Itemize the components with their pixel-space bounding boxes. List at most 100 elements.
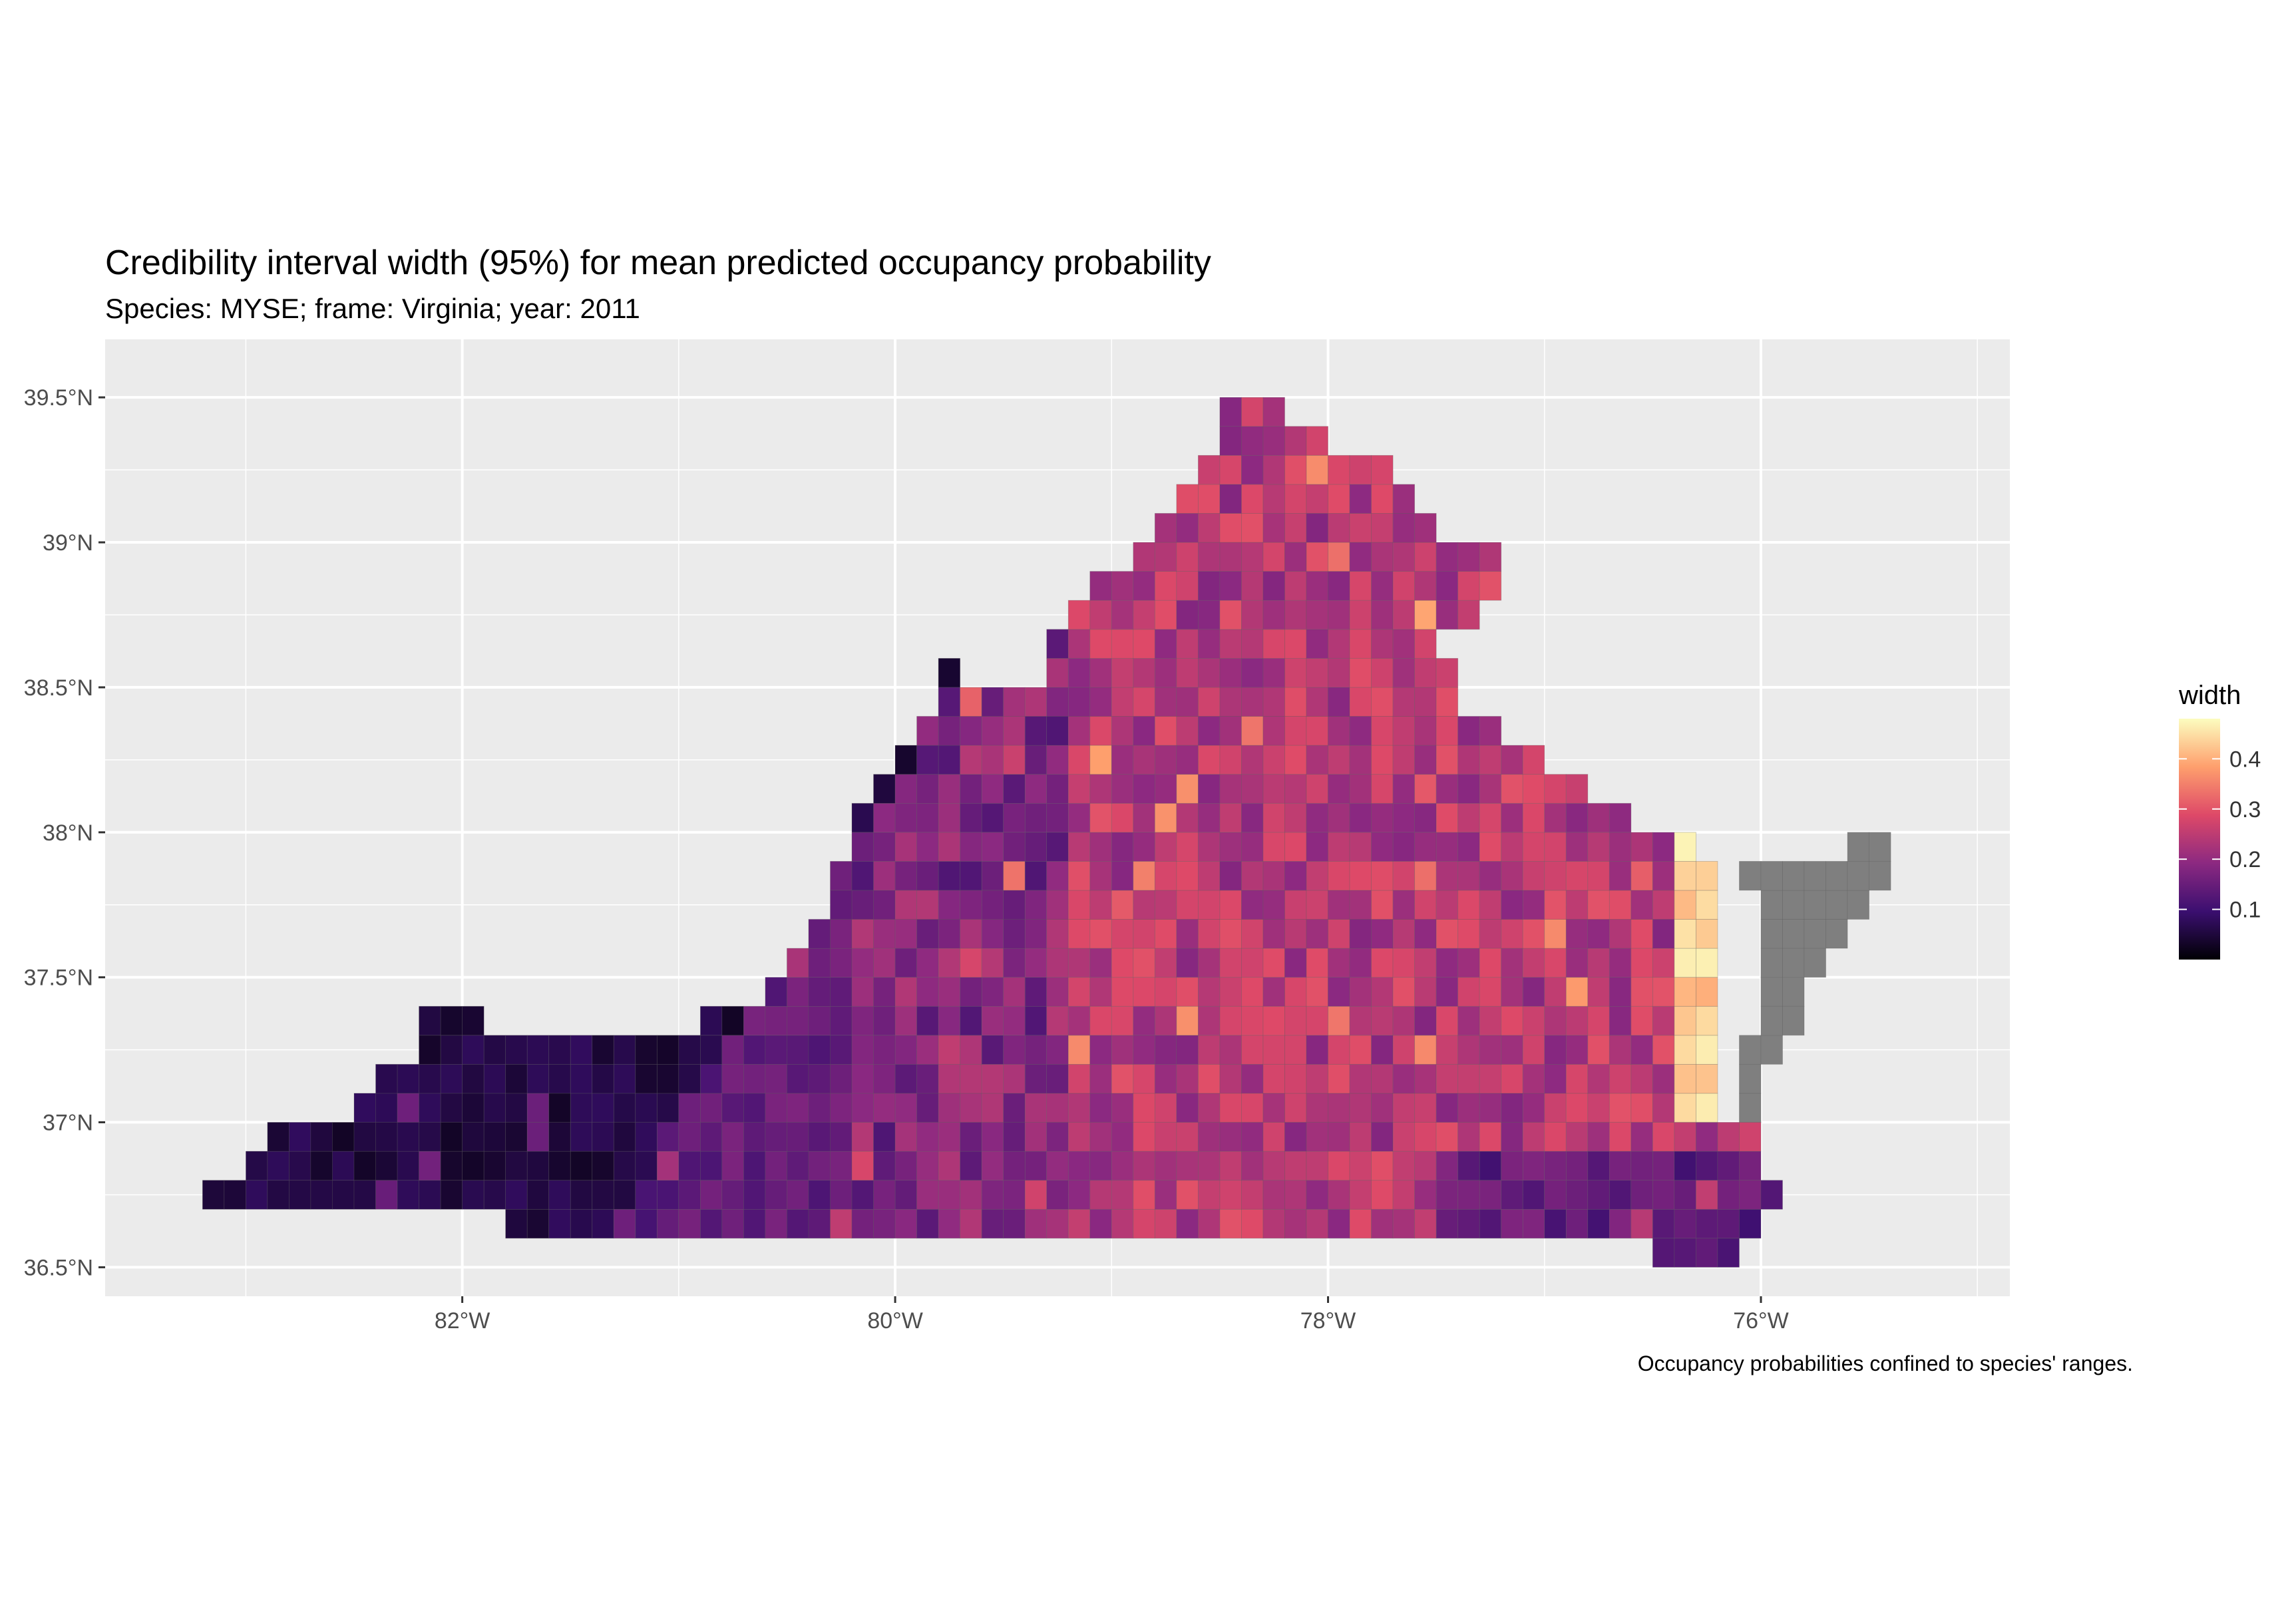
occupancy-cell	[1328, 977, 1350, 1007]
occupancy-cell	[1067, 657, 1091, 688]
occupancy-cell	[1414, 542, 1437, 572]
occupancy-cell	[1067, 1005, 1091, 1036]
occupancy-cell	[1262, 454, 1285, 485]
occupancy-cell	[1630, 860, 1653, 891]
occupancy-cell	[1522, 1208, 1545, 1239]
occupancy-cell	[1479, 919, 1502, 949]
occupancy-cell	[1479, 1122, 1502, 1152]
occupancy-cell	[721, 1035, 744, 1065]
occupancy-cell	[1024, 1122, 1048, 1152]
occupancy-cell	[1133, 542, 1155, 572]
occupancy-cell	[1262, 803, 1285, 833]
occupancy-cell	[1587, 1180, 1610, 1210]
occupancy-cell	[938, 803, 961, 833]
occupancy-cell	[1587, 1005, 1610, 1036]
occupancy-cell	[1392, 1005, 1416, 1036]
occupancy-cell	[1197, 745, 1221, 775]
occupancy-cell	[1111, 803, 1134, 833]
occupancy-cell	[1024, 1208, 1048, 1239]
occupancy-cell	[1414, 919, 1437, 949]
occupancy-cell	[267, 1180, 289, 1210]
occupancy-cell	[1435, 1005, 1459, 1036]
occupancy-cell	[1024, 716, 1048, 746]
occupancy-cell	[960, 1208, 982, 1239]
occupancy-cell	[1306, 774, 1328, 804]
occupancy-cell	[1241, 629, 1264, 659]
occupancy-cell	[1262, 1208, 1285, 1239]
occupancy-cell	[613, 1180, 636, 1210]
occupancy-cell	[1197, 454, 1221, 485]
occupancy-cell	[1371, 513, 1394, 543]
occupancy-cell	[1306, 890, 1328, 920]
occupancy-cell	[656, 1151, 679, 1181]
occupancy-cell	[699, 1005, 723, 1036]
occupancy-cell	[526, 1035, 550, 1065]
occupancy-cell	[808, 1122, 831, 1152]
occupancy-cell	[1717, 1208, 1740, 1239]
occupancy-cell	[310, 1151, 333, 1181]
occupancy-cell	[1197, 1093, 1221, 1123]
occupancy-cell	[419, 1063, 441, 1094]
occupancy-cell	[787, 1122, 809, 1152]
x-tick-label: 78°W	[1300, 1308, 1356, 1334]
occupancy-cell	[1457, 948, 1480, 978]
occupancy-cell	[1349, 860, 1372, 891]
occupancy-cell	[1154, 745, 1177, 775]
occupancy-cell	[1003, 716, 1026, 746]
occupancy-cell	[1241, 1151, 1264, 1181]
occupancy-cell	[1674, 1238, 1696, 1268]
occupancy-cell	[1306, 716, 1328, 746]
occupancy-cell	[1565, 803, 1589, 833]
occupancy-cell	[1241, 890, 1264, 920]
occupancy-cell	[1435, 919, 1459, 949]
na-cell	[1782, 977, 1805, 1007]
occupancy-cell	[808, 919, 831, 949]
na-cell	[1739, 1035, 1762, 1065]
occupancy-cell	[1067, 1151, 1091, 1181]
occupancy-cell	[1414, 1180, 1437, 1210]
occupancy-cell	[960, 1180, 982, 1210]
occupancy-cell	[592, 1035, 614, 1065]
occupancy-cell	[1392, 1208, 1416, 1239]
occupancy-cell	[1154, 1063, 1177, 1094]
occupancy-cell	[505, 1063, 528, 1094]
occupancy-cell	[1479, 890, 1502, 920]
occupancy-cell	[1501, 803, 1523, 833]
occupancy-cell	[1262, 484, 1285, 514]
occupancy-cell	[1630, 1035, 1653, 1065]
occupancy-cell	[1154, 977, 1177, 1007]
occupancy-cell	[938, 1151, 961, 1181]
occupancy-cell	[981, 1122, 1004, 1152]
occupancy-cell	[1457, 716, 1480, 746]
occupancy-cell	[1262, 1093, 1285, 1123]
occupancy-cell	[526, 1151, 550, 1181]
occupancy-cell	[960, 919, 982, 949]
occupancy-cell	[1609, 1151, 1632, 1181]
occupancy-cell	[570, 1151, 593, 1181]
occupancy-cell	[743, 1063, 766, 1094]
occupancy-cell	[1262, 1063, 1285, 1094]
occupancy-cell	[1197, 571, 1221, 601]
occupancy-cell	[1392, 687, 1416, 717]
occupancy-cell	[1630, 1093, 1653, 1123]
occupancy-cell	[570, 1093, 593, 1123]
occupancy-cell	[505, 1093, 528, 1123]
occupancy-cell	[1392, 803, 1416, 833]
occupancy-cell	[1197, 890, 1221, 920]
occupancy-cell	[1652, 1035, 1675, 1065]
occupancy-cell	[1003, 1208, 1026, 1239]
occupancy-cell	[938, 716, 961, 746]
legend: width 0.1 0.2 0.3 0.4	[2178, 681, 2261, 960]
occupancy-cell	[1111, 860, 1134, 891]
occupancy-cell	[1133, 1122, 1155, 1152]
occupancy-cell	[1046, 977, 1069, 1007]
occupancy-cell	[440, 1151, 463, 1181]
na-cell	[1739, 860, 1762, 891]
occupancy-cell	[1630, 890, 1653, 920]
occupancy-cell	[721, 1005, 744, 1036]
na-cell	[1869, 832, 1891, 862]
occupancy-cell	[808, 1208, 831, 1239]
occupancy-cell	[808, 1151, 831, 1181]
occupancy-cell	[1176, 890, 1199, 920]
occupancy-cell	[1349, 600, 1372, 630]
